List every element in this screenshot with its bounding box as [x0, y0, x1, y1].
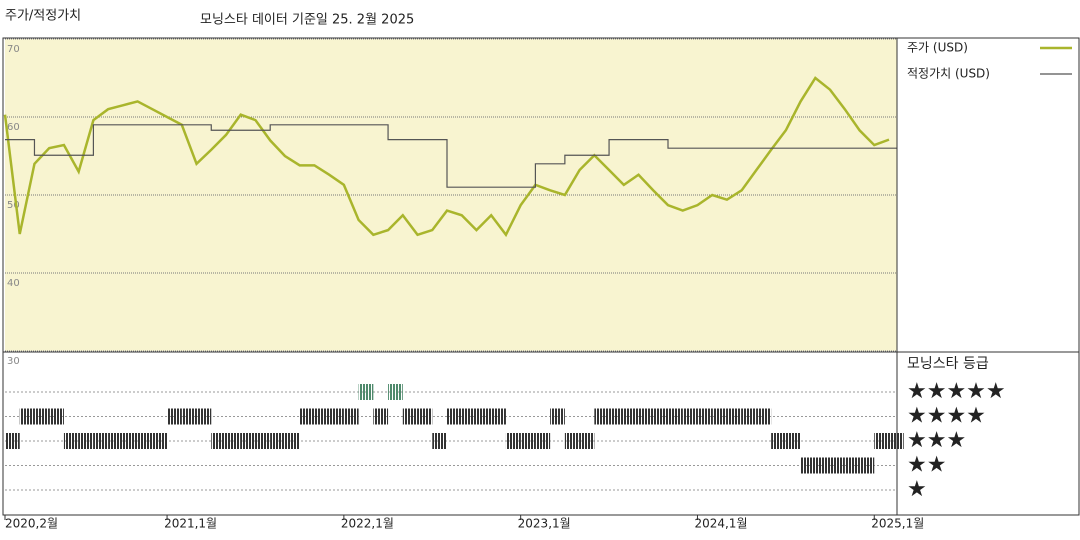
rating-bar — [579, 433, 595, 449]
rating-bar — [299, 408, 315, 425]
rating-bar — [609, 408, 624, 425]
rating-bar — [417, 408, 433, 425]
rating-bar — [623, 408, 639, 425]
rating-bar — [284, 433, 300, 449]
rating-bar — [844, 457, 860, 474]
rating-bar — [594, 408, 610, 425]
y-tick-label: 30 — [7, 356, 20, 367]
series-line — [3, 76, 890, 238]
chart-label: 주가/적정가치 — [5, 9, 81, 24]
rating-bar — [520, 433, 536, 449]
legend-label: 주가 (USD) — [907, 41, 968, 55]
rating-bar — [255, 433, 271, 449]
rating-title: 모닝스타 등급 — [907, 356, 989, 372]
rating-bar — [270, 433, 285, 449]
rating-bar — [800, 457, 816, 474]
rating-level-label: ★★★★ — [907, 404, 986, 429]
rating-bar — [741, 408, 757, 425]
rating-bar — [726, 408, 742, 425]
rating-bar — [889, 433, 904, 449]
rating-bar — [550, 408, 565, 425]
rating-bar — [785, 433, 801, 449]
rating-bar — [432, 433, 447, 449]
rating-bar — [505, 433, 521, 449]
rating-bar — [373, 408, 389, 425]
rating-bar — [402, 408, 418, 425]
rating-bar — [476, 408, 492, 425]
rating-bar — [697, 408, 713, 425]
rating-bar — [137, 433, 153, 449]
x-tick-label: 2023,1월 — [518, 517, 571, 531]
rating-bar — [447, 408, 462, 425]
rating-bar — [226, 433, 241, 449]
rating-bar — [756, 408, 772, 425]
rating-bar — [19, 408, 35, 425]
x-tick-label: 2022,1월 — [341, 517, 394, 531]
x-tick-label: 2024,1월 — [694, 517, 747, 531]
rating-bar — [815, 457, 831, 474]
y-tick-label: 40 — [7, 278, 20, 289]
rating-level-label: ★ — [907, 477, 927, 502]
rating-bar — [196, 408, 212, 425]
rating-bar — [122, 433, 138, 449]
rating-bar — [181, 408, 197, 425]
chart-title: 모닝스타 데이터 기준일 25. 2월 2025 — [200, 13, 414, 28]
rating-bar — [93, 433, 109, 449]
rating-bar — [240, 433, 256, 449]
rating-bar — [461, 408, 477, 425]
rating-bar — [638, 408, 654, 425]
rating-bar — [358, 384, 374, 400]
frame — [2, 37, 1080, 516]
x-tick-label: 2021,1월 — [164, 517, 217, 531]
rating-bar — [329, 408, 344, 425]
rating-bar — [167, 408, 182, 425]
rating-bar — [63, 433, 79, 449]
rating-bar — [211, 433, 226, 449]
rating-bar — [108, 433, 123, 449]
rating-bar — [5, 433, 20, 449]
rating-bar — [152, 433, 168, 449]
y-tick-label: 50 — [7, 200, 20, 211]
rating-bar — [49, 408, 64, 425]
rating-bar — [682, 408, 698, 425]
y-tick-label: 60 — [7, 122, 20, 133]
rating-bar — [712, 408, 727, 425]
rating-bar — [564, 433, 580, 449]
rating-bar — [491, 408, 506, 425]
rating-bar — [388, 384, 403, 400]
rating-bar — [34, 408, 50, 425]
legend-label: 적정가치 (USD) — [907, 67, 990, 81]
series-line — [5, 124, 897, 188]
x-tick-label: 2020,2월 — [5, 517, 58, 531]
y-tick-label: 70 — [7, 44, 20, 55]
rating-bar — [874, 433, 889, 449]
rating-bar — [535, 433, 551, 449]
rating-bar — [859, 457, 875, 474]
rating-level-label: ★★ — [907, 453, 946, 478]
x-tick-label: 2025,1월 — [871, 517, 924, 531]
rating-level-label: ★★★★★ — [907, 379, 1006, 404]
rating-bar — [343, 408, 359, 425]
rating-bar — [78, 433, 94, 449]
rating-bar — [668, 408, 683, 425]
rating-bar — [314, 408, 330, 425]
rating-bar — [653, 408, 668, 425]
rating-bar — [830, 457, 845, 474]
rating-level-label: ★★★ — [907, 428, 966, 453]
rating-bar — [771, 433, 786, 449]
